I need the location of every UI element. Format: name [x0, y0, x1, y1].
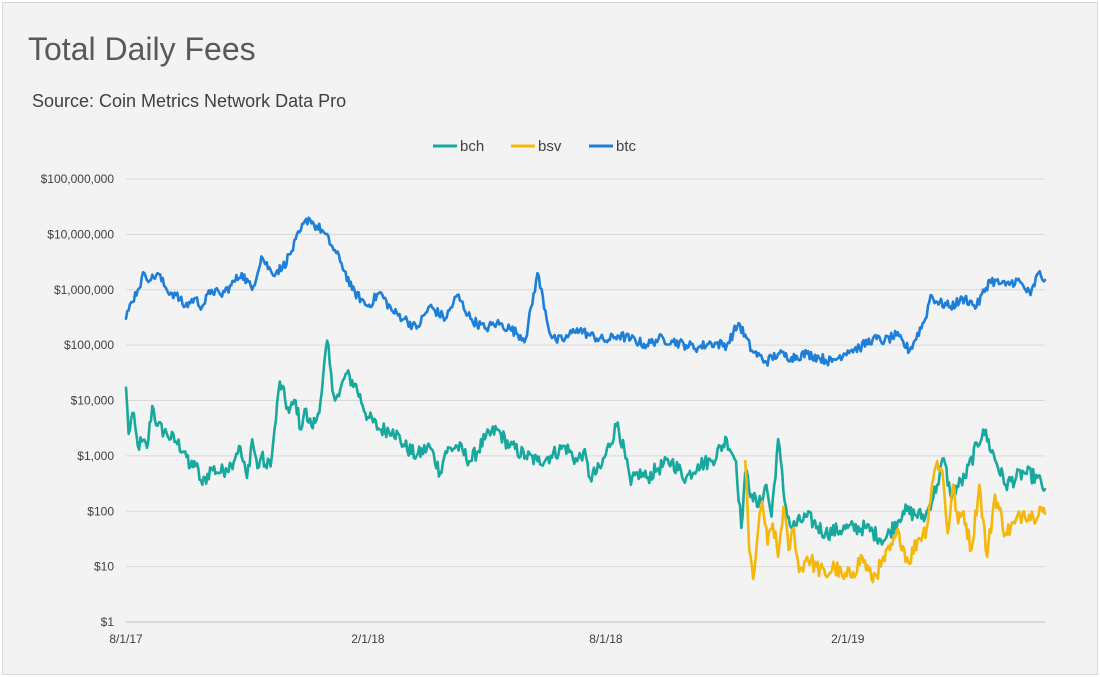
y-tick-label: $1 — [101, 615, 115, 629]
y-tick-label: $10,000 — [71, 394, 115, 408]
x-tick-label: 2/1/19 — [831, 632, 865, 646]
y-tick-label: $1,000 — [77, 449, 114, 463]
y-tick-label: $1,000,000 — [54, 283, 114, 297]
x-tick-label: 8/1/18 — [589, 632, 623, 646]
series-line-btc — [124, 216, 1047, 367]
series-line-bch — [124, 339, 1047, 546]
series-line-bsv — [743, 459, 1047, 584]
gridlines — [126, 178, 1045, 568]
y-tick-label: $10,000,000 — [47, 227, 114, 241]
y-tick-label: $100,000 — [64, 338, 114, 352]
axes: $1 $10 $100 $1,000 $10,000 $100,000 $1,000,000… — [41, 172, 1045, 646]
series-lines — [124, 216, 1047, 584]
legend-label-btc: btc — [616, 138, 637, 155]
x-tick-label: 2/1/18 — [351, 632, 385, 646]
x-tick-label: 8/1/17 — [109, 632, 143, 646]
y-tick-label: $10 — [94, 560, 114, 574]
chart-subtitle: Source: Coin Metrics Network Data Pro — [32, 91, 347, 111]
chart-title: Total Daily Fees — [28, 31, 256, 67]
y-tick-label: $100 — [87, 504, 114, 518]
y-tick-label: $100,000,000 — [41, 172, 115, 186]
legend-label-bsv: bsv — [538, 138, 562, 155]
legend-label-bch: bch — [460, 138, 484, 155]
legend: bch bsv btc — [433, 138, 637, 155]
